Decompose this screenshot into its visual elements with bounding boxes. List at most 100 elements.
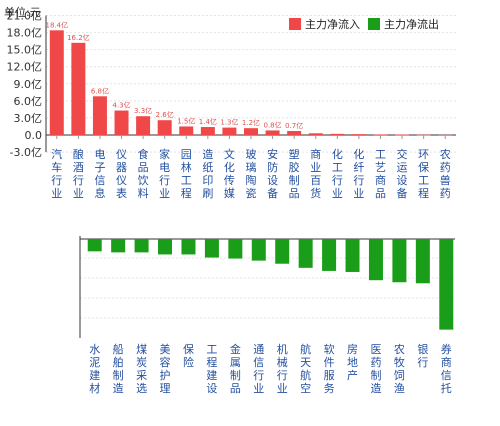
bar-inflow <box>200 127 215 135</box>
x-category-label-char: 电 <box>94 148 105 161</box>
x-category-label-outflow-char: 理 <box>160 382 171 395</box>
x-category-label-char: 品 <box>375 187 386 200</box>
x-category-label-char: 品 <box>138 161 149 174</box>
bar-outflow <box>228 239 243 259</box>
x-category-label-outflow-char: 医 <box>370 343 381 356</box>
x-category-label-outflow-char: 制 <box>113 369 124 382</box>
x-category-label-char: 玻 <box>246 148 257 161</box>
x-category-label-char: 工 <box>332 161 343 174</box>
bar-outflow <box>134 239 149 253</box>
x-category-label-outflow-char: 信 <box>253 356 264 369</box>
y-tick-label: 6.0亿 <box>14 95 43 108</box>
x-category-label-char: 表 <box>116 186 127 200</box>
x-category-label-char: 食 <box>138 147 149 161</box>
x-category-label-outflow-char: 托 <box>441 381 452 395</box>
bar-inflow <box>308 133 323 135</box>
y-tick-label: 3.0亿 <box>14 112 43 125</box>
x-category-label-outflow-char: 航 <box>300 368 311 382</box>
bar-outflow <box>368 239 383 281</box>
bar-data-label: 1.5亿 <box>177 116 195 125</box>
x-category-label-char: 陶 <box>246 173 257 187</box>
x-category-label-char: 塑 <box>289 147 300 161</box>
x-category-label-char: 业 <box>353 187 364 200</box>
bar-inflow <box>265 130 280 135</box>
x-category-label-char: 备 <box>397 186 408 200</box>
x-category-label-outflow-char: 械 <box>277 355 288 369</box>
x-category-label-outflow-char: 制 <box>230 369 241 382</box>
x-category-label-outflow-char: 品 <box>230 382 241 395</box>
x-category-label-char: 瓷 <box>246 186 257 200</box>
bar-inflow <box>136 116 151 135</box>
bar-data-label: 6.8亿 <box>91 86 109 95</box>
x-category-label-char: 行 <box>332 174 343 187</box>
bar-inflow <box>395 134 410 136</box>
legend-item-outflow[interactable]: 主力净流出 <box>368 16 439 32</box>
x-category-label-outflow-char: 行 <box>253 369 264 382</box>
legend-item-inflow[interactable]: 主力净流入 <box>289 16 360 32</box>
x-category-label-char: 业 <box>73 187 84 200</box>
bar-outflow <box>275 239 290 264</box>
x-category-label-outflow-char: 务 <box>324 382 335 395</box>
legend-swatch-inflow <box>289 18 301 30</box>
x-category-label-char: 子 <box>94 161 105 174</box>
x-category-label-char: 运 <box>397 161 408 174</box>
x-category-label-outflow-char: 服 <box>324 369 335 382</box>
bar-inflow <box>287 131 302 135</box>
x-category-label-outflow-char: 软 <box>324 342 335 356</box>
bar-inflow <box>373 134 388 136</box>
bar-outflow <box>204 239 219 258</box>
x-category-label-char: 业 <box>159 187 170 200</box>
x-category-label-outflow-char: 泥 <box>89 356 100 369</box>
x-category-label-char: 汽 <box>51 147 62 161</box>
x-category-label-outflow-char: 选 <box>136 382 147 395</box>
x-category-label-char: 程 <box>418 187 429 200</box>
x-category-label-char: 业 <box>332 187 343 200</box>
x-category-label-outflow-char: 水 <box>89 343 100 356</box>
bar-data-label: 1.2亿 <box>242 118 260 127</box>
bar-data-label: 16.2亿 <box>67 33 90 42</box>
x-category-label-char: 商 <box>310 147 321 161</box>
x-category-label-outflow-char: 商 <box>441 355 452 369</box>
legend-swatch-outflow <box>368 18 380 30</box>
bar-inflow <box>92 96 107 135</box>
y-tick-label: 0.0 <box>25 129 43 142</box>
x-category-label-char: 酿 <box>73 147 84 161</box>
x-category-label-outflow-char: 炭 <box>136 356 147 369</box>
x-category-label-char: 化 <box>224 160 235 174</box>
x-category-label-outflow-char: 业 <box>277 382 288 395</box>
x-category-label-char: 商 <box>375 173 386 187</box>
x-category-label-char: 纤 <box>353 161 364 174</box>
y-tick-label: 12.0亿 <box>7 61 43 74</box>
x-category-label-outflow-char: 造 <box>113 381 124 395</box>
x-category-label-outflow-char: 险 <box>183 355 194 369</box>
x-category-label-char: 媒 <box>224 187 235 200</box>
y-tick-label: 18.0亿 <box>7 27 43 40</box>
x-category-label-char: 家 <box>159 147 170 161</box>
bar-outflow <box>392 239 407 283</box>
bar-outflow <box>87 239 102 252</box>
bar-outflow <box>111 239 126 253</box>
y-tick-label: 15.0亿 <box>7 44 43 57</box>
x-category-label-outflow-char: 通 <box>253 343 264 356</box>
x-category-label-outflow-char: 建 <box>206 368 217 382</box>
x-category-label-outflow-char: 美 <box>160 343 171 356</box>
x-category-label-outflow-char: 保 <box>183 342 194 356</box>
x-category-label-char: 工 <box>181 174 192 187</box>
x-category-label-outflow-char: 空 <box>300 381 311 395</box>
x-category-label-char: 电 <box>159 161 170 174</box>
x-category-label-outflow-char: 材 <box>89 381 100 395</box>
bar-outflow <box>345 239 360 272</box>
